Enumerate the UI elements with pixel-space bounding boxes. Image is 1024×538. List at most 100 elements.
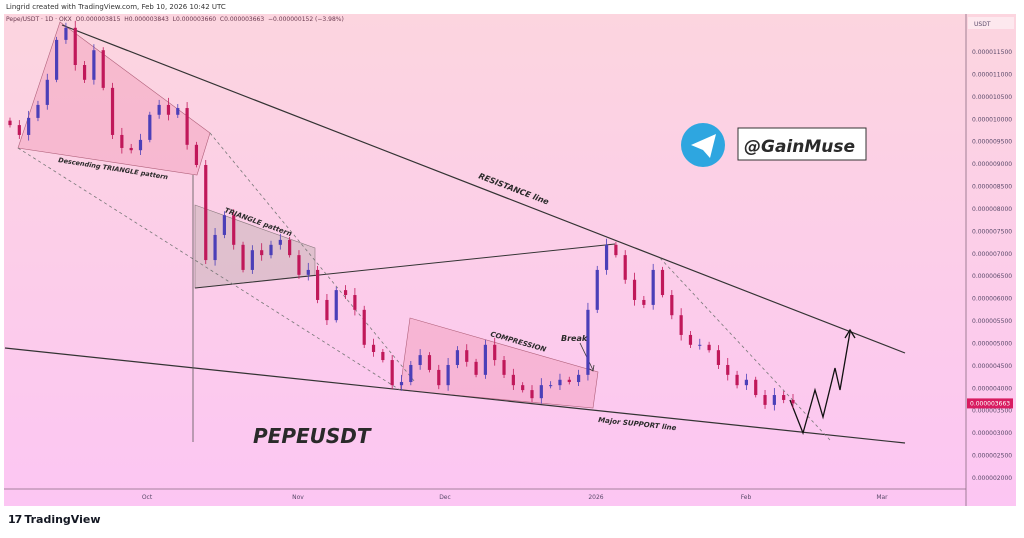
open-value: O0.000003815 [75, 16, 121, 23]
candle [418, 349, 422, 370]
price-tick-label: 0.000003500 [972, 408, 1012, 415]
compression-zone [399, 317, 599, 409]
candle [586, 302, 590, 381]
price-tick-label: 0.000004500 [972, 363, 1012, 370]
time-tick-label: Mar [876, 494, 888, 501]
candle [549, 381, 553, 389]
candle [642, 295, 646, 309]
projection-path [789, 331, 851, 436]
break-arrowhead-icon [587, 364, 595, 372]
candle [679, 308, 683, 341]
candle [157, 99, 161, 119]
price-tick-label: 0.000010500 [972, 94, 1012, 101]
candle [437, 364, 441, 390]
break-label: Break [561, 334, 588, 343]
candle [539, 378, 543, 404]
candle [716, 345, 721, 369]
candle [92, 44, 96, 85]
resistance-line[interactable] [61, 24, 906, 354]
candle [269, 240, 273, 259]
price-tick-label: 0.000011500 [972, 49, 1012, 56]
candle [763, 390, 767, 409]
time-tick-label: 2026 [588, 494, 603, 501]
candle [278, 233, 282, 250]
candle [511, 368, 515, 390]
candle [222, 211, 226, 239]
time-tick-label: Dec [439, 494, 451, 501]
candle [474, 358, 478, 378]
triangle-base-line[interactable] [194, 243, 616, 289]
price-tick-label: 0.000005500 [972, 318, 1012, 325]
high-value: H0.000003843 [124, 16, 169, 23]
last-price-badge [967, 398, 1013, 409]
candle [688, 330, 693, 349]
candle [362, 305, 366, 349]
candle [623, 250, 627, 284]
candle [409, 360, 413, 386]
time-tick-label: Oct [142, 494, 153, 501]
price-tick-label: 0.000006500 [972, 273, 1012, 280]
price-tick-label: 0.000002000 [972, 475, 1012, 482]
change-value: −0.000000152 (−3.98%) [268, 16, 344, 23]
brand-label: TradingView [24, 513, 101, 526]
price-tick-label: 0.000009000 [972, 161, 1012, 168]
candle [614, 241, 618, 258]
candle [483, 339, 487, 379]
price-tick-label: 0.000008000 [972, 206, 1012, 213]
telegram-icon[interactable] [681, 123, 725, 167]
candle [82, 61, 87, 84]
candle [493, 337, 497, 366]
support-line[interactable] [4, 347, 906, 444]
price-tick-label: 0.000007500 [972, 228, 1012, 235]
price-tick-label: 0.000002500 [972, 453, 1012, 460]
tradingview-logo-icon: 𝟭𝟳 [8, 513, 22, 526]
candle [651, 263, 655, 310]
dashed-trend-line[interactable] [659, 257, 831, 441]
price-tick-label: 0.000006000 [972, 296, 1012, 303]
candle [577, 369, 581, 387]
candle [343, 285, 348, 300]
candle [129, 143, 133, 154]
price-tick-label: 0.000007000 [972, 251, 1012, 258]
candle [399, 375, 404, 391]
candle [670, 290, 674, 320]
price-tick-label: 0.000003000 [972, 430, 1012, 437]
candle [698, 338, 702, 350]
price-tick-label: 0.000005000 [972, 340, 1012, 347]
price-tick-label: 0.000004000 [972, 385, 1012, 392]
candle [726, 357, 730, 381]
candle [353, 288, 357, 316]
candle [604, 238, 609, 275]
candle [138, 133, 143, 155]
symbol-label[interactable]: Pepe/USDT · 1D · OKX [6, 16, 72, 23]
candle [73, 20, 77, 71]
candle [455, 346, 460, 369]
candle [260, 243, 264, 261]
time-axis[interactable]: Oct Nov Dec 2026 Feb Mar [4, 488, 966, 501]
candle [213, 227, 217, 266]
candle [427, 352, 432, 373]
candle [390, 355, 394, 390]
candle [334, 287, 338, 323]
close-value: C0.000003663 [219, 16, 265, 23]
candle [306, 262, 310, 281]
projection-arrowhead-icon [844, 328, 856, 339]
candle [567, 376, 571, 385]
candle [502, 356, 506, 379]
handle-label[interactable]: @GainMuse [744, 137, 855, 157]
candle [772, 388, 776, 411]
tradingview-logo: 𝟭𝟳 TradingView [8, 513, 101, 526]
candle [782, 391, 786, 404]
candle [660, 266, 665, 298]
candle [521, 382, 525, 393]
chart-title: PEPEUSDT [253, 424, 372, 448]
candle [55, 36, 59, 83]
candle [120, 127, 124, 154]
candle [185, 102, 189, 150]
candle [381, 348, 385, 363]
candle [8, 117, 12, 128]
time-tick-label: Nov [292, 494, 304, 501]
chart-area[interactable] [4, 14, 1016, 506]
low-value: L0.000003660 [172, 16, 217, 23]
price-axis[interactable]: USDT 0.000011500 0.000011000 0.000010500 0.… [965, 14, 1014, 506]
